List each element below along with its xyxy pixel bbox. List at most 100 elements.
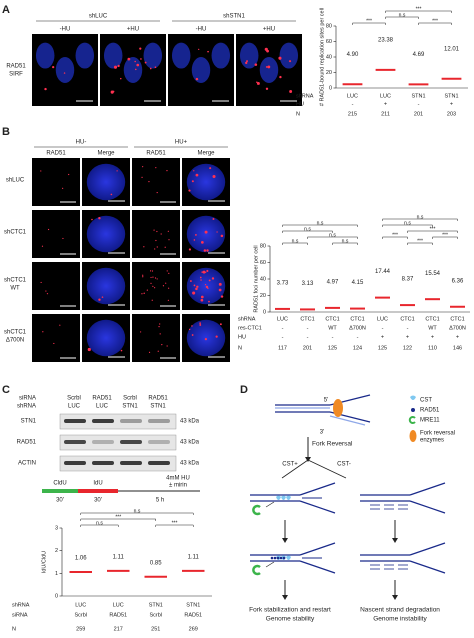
focus (112, 90, 115, 93)
focus (150, 282, 152, 284)
band (148, 419, 170, 423)
row-label: N (12, 626, 16, 632)
mean-label: 1.11 (188, 554, 200, 560)
outcome-label: Genome stability (266, 616, 315, 623)
channel-label: Merge (97, 151, 115, 157)
focus (191, 325, 193, 327)
nucleus (75, 42, 95, 69)
significance-label: n.s (317, 220, 324, 226)
significance-label: n.s (329, 232, 336, 238)
focus (91, 218, 93, 221)
focus (188, 189, 191, 192)
focus (167, 299, 169, 301)
focus (141, 176, 143, 178)
row-value: RAD51 (184, 612, 202, 618)
focus (154, 66, 157, 69)
focus (152, 285, 154, 287)
label: 30' (56, 498, 64, 504)
focus (200, 298, 204, 302)
row-value: LUC (377, 316, 388, 322)
micrograph (132, 314, 180, 362)
focus (200, 241, 204, 244)
focus (199, 324, 202, 326)
row-value: 125 (328, 345, 337, 351)
fork-reversal-enzyme (333, 399, 343, 417)
row-value: LUC (277, 316, 288, 322)
focus (136, 63, 140, 67)
strand (265, 501, 275, 508)
lane-label: Scrbl (123, 396, 137, 402)
lane-label: STN1 (122, 404, 138, 410)
significance-bracket (352, 22, 386, 25)
focus (195, 173, 199, 177)
row-value: + (384, 101, 387, 107)
label: 30' (94, 498, 102, 504)
band (120, 419, 142, 423)
focus (167, 230, 169, 232)
row-value: + (450, 101, 453, 107)
y-tick-label: 60 (326, 39, 332, 45)
focus (148, 181, 150, 183)
rad51 (276, 556, 280, 560)
significance-bracket (282, 224, 358, 227)
strand (299, 500, 336, 514)
band (92, 440, 114, 444)
focus (62, 237, 64, 240)
micrograph (132, 262, 180, 310)
rad51 (273, 556, 277, 560)
label: 5' (324, 398, 328, 404)
focus (199, 276, 202, 279)
focus (152, 276, 154, 278)
mean-label: 15.54 (425, 271, 441, 277)
row-value: Scrbl (74, 612, 87, 618)
focus (142, 166, 144, 168)
row-value: CTC1 (450, 316, 464, 322)
focus (162, 285, 165, 287)
nucleus (171, 42, 191, 69)
label: ± mirin (169, 483, 187, 489)
nucleus (55, 57, 75, 83)
cst (281, 495, 286, 500)
significance-label: n.s (304, 226, 311, 232)
significance-label: n.s (342, 238, 349, 244)
focus (212, 217, 215, 220)
y-tick-label: 20 (260, 293, 266, 299)
significance-label: n.s (404, 220, 411, 226)
focus (154, 248, 156, 250)
focus (207, 50, 209, 53)
strand (329, 415, 366, 426)
label: 4mM HU (166, 476, 190, 482)
row-label: shCTC1 (4, 230, 27, 236)
focus (44, 87, 47, 91)
focus (52, 66, 55, 69)
focus (155, 239, 157, 242)
focus (62, 187, 64, 189)
row-value: Δ700N (349, 325, 366, 331)
condition-label: +HU (263, 27, 275, 33)
focus (165, 282, 167, 284)
mean-label: 6.36 (452, 278, 464, 284)
focus (68, 173, 70, 176)
mre11 (252, 564, 261, 576)
focus (40, 170, 42, 172)
focus (166, 170, 168, 172)
group-label: shSTN1 (223, 14, 245, 20)
micrograph (32, 314, 80, 362)
focus (166, 345, 168, 347)
focus (212, 175, 216, 179)
significance-label: *** (432, 18, 438, 24)
row-value: 110 (428, 345, 437, 351)
focus (158, 325, 160, 328)
focus (203, 249, 207, 252)
focus (53, 342, 55, 345)
mean-label: 8.37 (402, 277, 414, 283)
focus (168, 287, 170, 289)
strand (409, 560, 446, 574)
focus (157, 350, 159, 352)
row-value: - (382, 325, 384, 331)
focus (150, 276, 152, 279)
row-label: N (238, 345, 242, 351)
row-label: shCTC1 (4, 278, 27, 284)
row-value: 146 (453, 345, 462, 351)
